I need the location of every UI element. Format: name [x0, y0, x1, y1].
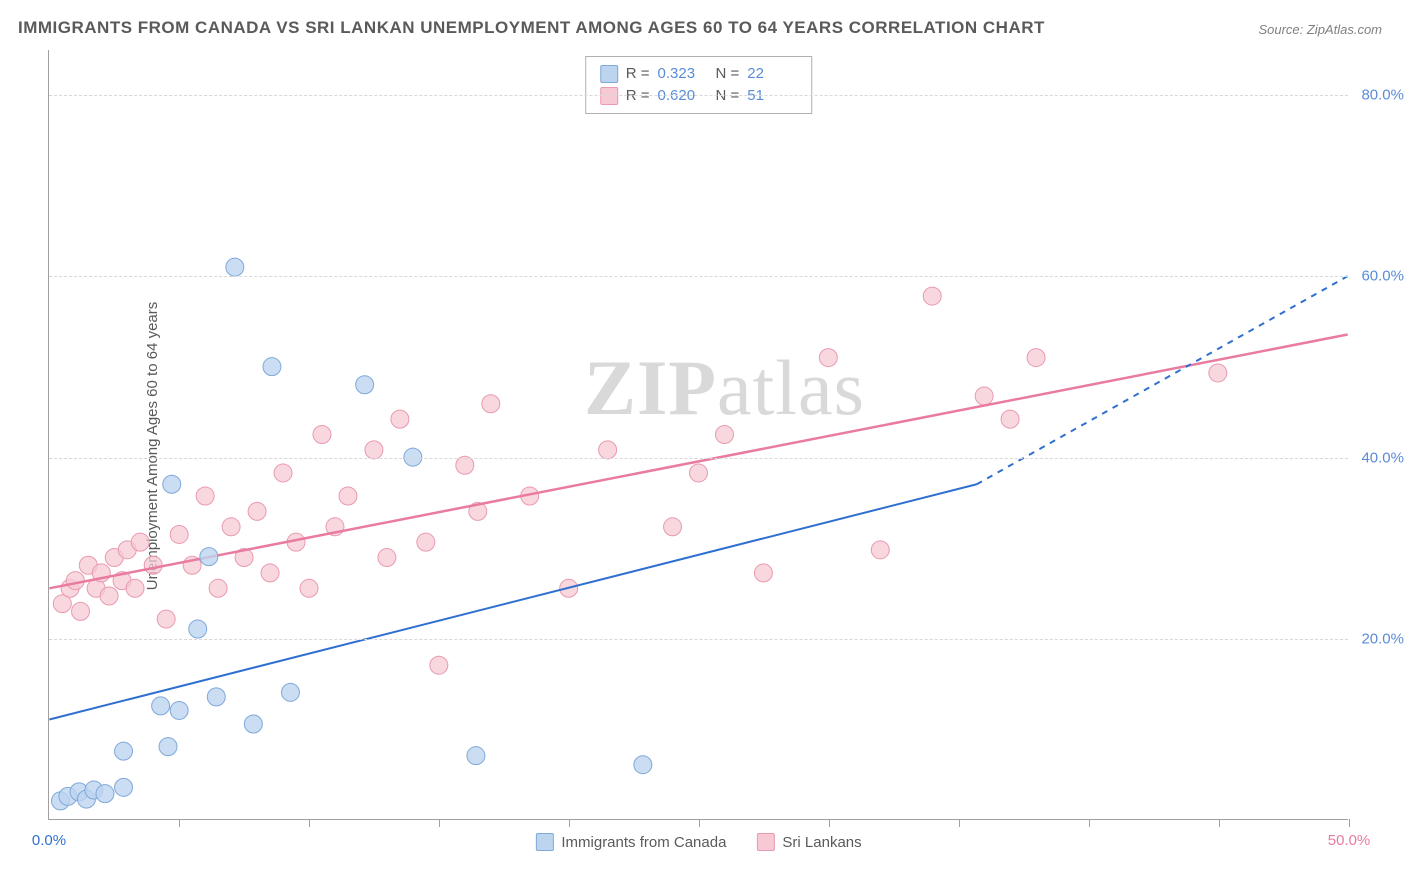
data-point	[72, 602, 90, 620]
y-tick-label: 80.0%	[1361, 87, 1404, 104]
data-point	[715, 426, 733, 444]
legend-n-label: N =	[716, 63, 740, 85]
x-tick-label-left: 0.0%	[32, 832, 66, 849]
x-tick	[309, 819, 310, 827]
data-point	[115, 778, 133, 796]
data-point	[96, 785, 114, 803]
data-point	[261, 564, 279, 582]
swatch-series2-b	[756, 833, 774, 851]
data-point	[281, 683, 299, 701]
data-point	[200, 548, 218, 566]
data-point	[599, 441, 617, 459]
data-point	[1209, 364, 1227, 382]
legend-r-label: R =	[626, 63, 650, 85]
legend-row-series1: R = 0.323 N = 22	[600, 63, 798, 85]
y-tick-label: 60.0%	[1361, 268, 1404, 285]
data-point	[356, 376, 374, 394]
data-point	[274, 464, 292, 482]
data-point	[100, 587, 118, 605]
legend-label-series1: Immigrants from Canada	[561, 834, 726, 851]
data-point	[1027, 349, 1045, 367]
swatch-series1-b	[535, 833, 553, 851]
data-point	[819, 349, 837, 367]
data-point	[634, 756, 652, 774]
data-point	[248, 502, 266, 520]
trendline-series1	[49, 484, 976, 719]
data-point	[209, 579, 227, 597]
x-tick	[179, 819, 180, 827]
data-point	[152, 697, 170, 715]
x-tick	[699, 819, 700, 827]
data-point	[170, 701, 188, 719]
trendline-series1-extrapolated	[977, 276, 1348, 484]
x-tick	[569, 819, 570, 827]
data-point	[300, 579, 318, 597]
data-point	[244, 715, 262, 733]
data-point	[170, 525, 188, 543]
data-point	[365, 441, 383, 459]
data-point	[131, 533, 149, 551]
data-point	[664, 518, 682, 536]
data-point	[467, 747, 485, 765]
gridline	[49, 639, 1348, 640]
data-point	[378, 549, 396, 567]
data-point	[207, 688, 225, 706]
gridline	[49, 276, 1348, 277]
data-point	[456, 456, 474, 474]
gridline	[49, 458, 1348, 459]
plot-area: ZIPatlas R = 0.323 N = 22 R = 0.620 N = …	[48, 50, 1348, 820]
legend-label-series2: Sri Lankans	[782, 834, 861, 851]
legend-item-series1: Immigrants from Canada	[535, 833, 726, 851]
data-point	[923, 287, 941, 305]
data-point	[144, 556, 162, 574]
data-point	[222, 518, 240, 536]
x-tick	[1349, 819, 1350, 827]
data-point	[417, 533, 435, 551]
x-tick	[439, 819, 440, 827]
data-point	[430, 656, 448, 674]
x-tick-label-right: 50.0%	[1328, 832, 1371, 849]
x-tick	[1089, 819, 1090, 827]
data-point	[196, 487, 214, 505]
legend-item-series2: Sri Lankans	[756, 833, 861, 851]
data-point	[189, 620, 207, 638]
data-point	[263, 358, 281, 376]
x-tick	[959, 819, 960, 827]
x-tick	[1219, 819, 1220, 827]
legend-correlation: R = 0.323 N = 22 R = 0.620 N = 51	[585, 56, 813, 114]
data-point	[975, 387, 993, 405]
source-credit: Source: ZipAtlas.com	[1258, 22, 1382, 37]
data-point	[159, 738, 177, 756]
y-tick-label: 40.0%	[1361, 449, 1404, 466]
data-point	[754, 564, 772, 582]
data-point	[1001, 410, 1019, 428]
data-point	[115, 742, 133, 760]
data-point	[126, 579, 144, 597]
chart-title: IMMIGRANTS FROM CANADA VS SRI LANKAN UNE…	[18, 18, 1045, 38]
data-point	[66, 572, 84, 590]
swatch-series1	[600, 65, 618, 83]
y-tick-label: 20.0%	[1361, 630, 1404, 647]
chart-svg	[49, 50, 1348, 819]
data-point	[313, 426, 331, 444]
legend-n-value-1: 22	[747, 63, 797, 85]
trendline-series2	[49, 335, 1347, 589]
legend-series: Immigrants from Canada Sri Lankans	[535, 833, 861, 851]
data-point	[482, 395, 500, 413]
data-point	[871, 541, 889, 559]
data-point	[690, 464, 708, 482]
data-point	[163, 475, 181, 493]
gridline	[49, 95, 1348, 96]
data-point	[157, 610, 175, 628]
x-tick	[829, 819, 830, 827]
legend-r-value-1: 0.323	[658, 63, 708, 85]
data-point	[391, 410, 409, 428]
data-point	[226, 258, 244, 276]
data-point	[339, 487, 357, 505]
